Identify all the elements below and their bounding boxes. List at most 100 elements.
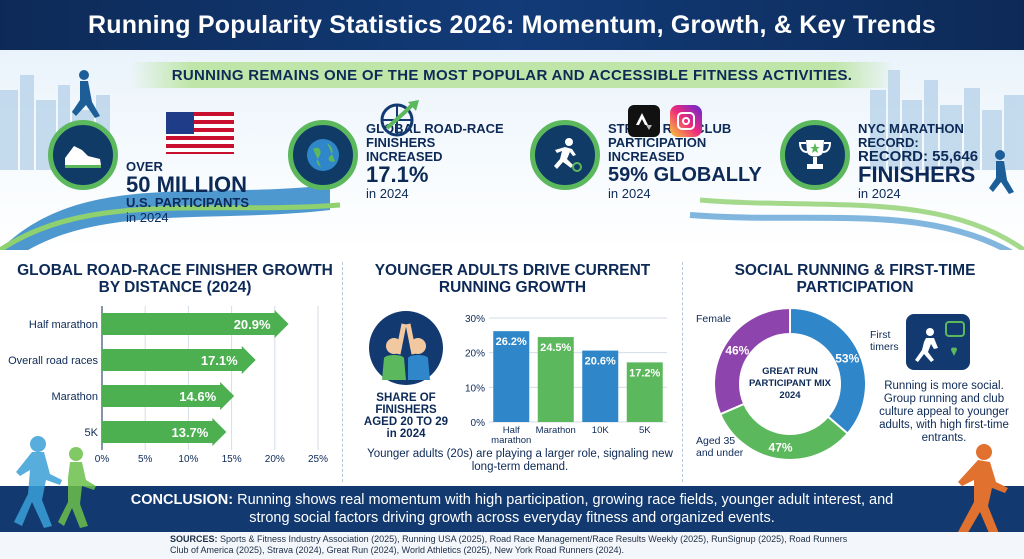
value-label: 20.6%	[585, 356, 616, 368]
runner-silhouette-right	[958, 444, 1008, 540]
stat-value: 50 MILLION	[126, 172, 248, 197]
stat-label: RECORD:	[858, 135, 919, 150]
x-tick-label: 10%	[178, 454, 198, 465]
y-tick-label: 0%	[471, 418, 486, 429]
us-flag-icon	[166, 112, 234, 154]
value-label: 13.7%	[171, 425, 208, 440]
y-tick-label: 10%	[465, 383, 485, 394]
slice-value-label: 53%	[835, 352, 859, 366]
stat-label: INCREASED	[366, 149, 443, 164]
stat-label: INCREASED	[608, 149, 685, 164]
value-label: 20.9%	[234, 317, 271, 332]
stat-label: GLOBAL ROAD-RACE	[366, 121, 504, 136]
slice-label-female: Female	[696, 313, 731, 325]
category-label: Marathon	[536, 425, 576, 436]
hero-section: RUNNING REMAINS ONE OF THE MOST POPULAR …	[0, 50, 1024, 250]
category-label: 5K	[85, 427, 99, 439]
stat-us-participants: OVER 50 MILLION U.S. PARTICIPANTS in 202…	[48, 112, 250, 225]
chart3-title: SOCIAL RUNNING & FIRST-TIME PARTICIPATIO…	[734, 262, 976, 296]
bar-overall-road-races	[102, 346, 256, 374]
category-label: Half marathon	[29, 319, 98, 331]
slice-label-aged-35: and under	[696, 447, 744, 459]
globe-growth-icon	[380, 100, 419, 137]
slice-value-label: 47%	[769, 440, 793, 454]
slice-value-label: 46%	[725, 343, 749, 357]
bar-5k	[626, 362, 663, 422]
chart1-title: GLOBAL ROAD-RACE FINISHER GROWTH BY DIST…	[17, 262, 333, 296]
slice-label-first-timers: First	[870, 329, 890, 341]
stat-value: 17.1%	[366, 162, 429, 187]
category-label: marathon	[491, 435, 531, 445]
bar-marathon	[102, 382, 235, 410]
trophy-icon	[780, 120, 850, 190]
slice-label-aged-35: Aged 35	[696, 435, 735, 447]
category-label: Overall road races	[8, 355, 98, 367]
stat-year: in 2024	[366, 186, 409, 201]
title-bar: Running Popularity Statistics 2026: Mome…	[0, 0, 1024, 50]
headline-banner: RUNNING REMAINS ONE OF THE MOST POPULAR …	[130, 62, 894, 88]
category-label: Marathon	[52, 391, 98, 403]
panel-divider	[342, 262, 343, 482]
value-label: 14.6%	[179, 389, 216, 404]
donut-center-label: PARTICIPANT MIX	[749, 378, 832, 389]
globe-icon	[288, 120, 358, 190]
sources-label: SOURCES:	[170, 534, 218, 544]
x-tick-label: 15%	[222, 454, 242, 465]
sources-footer: SOURCES: Sports & Fitness Industry Assoc…	[0, 532, 1024, 559]
stat-label: PARTICIPATION	[608, 135, 707, 150]
x-tick-label: 0%	[95, 454, 110, 465]
bar-marathon	[537, 337, 574, 422]
finisher-growth-chart: 0% 5% 10% 15% 20% 25% Half marathon 20.9% Overal…	[8, 306, 328, 465]
y-tick-label: 20%	[465, 349, 485, 360]
category-label: 5K	[639, 425, 651, 436]
donut-center-label: 2024	[779, 390, 801, 401]
chart2-title: YOUNGER ADULTS DRIVE CURRENT RUNNING GRO…	[374, 262, 651, 296]
stat-value: FINISHERS	[858, 162, 976, 187]
conclusion-label: CONCLUSION:	[130, 492, 234, 508]
x-tick-label: 20%	[265, 454, 285, 465]
stat-value: 59% GLOBALLY	[608, 164, 762, 186]
stat-label: FINISHERS	[366, 135, 436, 150]
runner-icon	[530, 120, 600, 190]
chart3-note: Running is more social. Group running an…	[879, 380, 1009, 444]
conclusion-bar: CONCLUSION: Running shows real momentum …	[0, 486, 1024, 532]
y-tick-label: 30%	[465, 314, 485, 325]
slice-female	[713, 306, 791, 416]
stat-year: in 2024	[858, 186, 901, 201]
instagram-logo-icon	[670, 105, 702, 137]
slice-label-first-timers: timers	[870, 341, 899, 353]
stat-nyc-marathon: NYC MARATHON RECORD: RECORD: 55,646 FINI…	[780, 120, 978, 201]
category-label: 10K	[592, 425, 610, 436]
value-label: 17.2%	[629, 367, 660, 379]
conclusion-text: Running shows real momentum with high pa…	[237, 492, 894, 526]
bar-half-marathon	[102, 310, 289, 338]
stat-label: OVER	[126, 159, 163, 174]
value-label: 26.2%	[496, 336, 527, 348]
club-runner-icon	[906, 314, 970, 370]
value-label: 24.5%	[540, 342, 571, 354]
stat-road-race-finishers: GLOBAL ROAD-RACE FINISHERS INCREASED 17.…	[288, 120, 504, 201]
chart2-caption: Younger adults (20s) are playing a large…	[367, 448, 673, 473]
stat-label: NYC MARATHON	[858, 121, 964, 136]
page-title: Running Popularity Statistics 2026: Mome…	[87, 10, 937, 39]
chart2-subtitle: SHARE OF FINISHERS AGED 20 TO 29 in 2024	[363, 392, 449, 440]
stat-year: in 2024	[608, 186, 651, 201]
value-label: 17.1%	[201, 353, 238, 368]
x-tick-label: 25%	[308, 454, 328, 465]
category-label: Half	[503, 425, 520, 436]
stat-label: U.S. PARTICIPANTS	[126, 195, 250, 210]
strava-logo-icon	[628, 105, 660, 137]
bar-half-marathon	[493, 331, 530, 422]
headline-text: RUNNING REMAINS ONE OF THE MOST POPULAR …	[171, 66, 853, 84]
x-tick-label: 5%	[138, 454, 153, 465]
high-five-icon	[369, 311, 443, 385]
panel-divider	[682, 262, 683, 482]
bar-5k	[102, 418, 227, 446]
donut-center-label: GREAT RUN	[762, 366, 818, 377]
sources-text: Sports & Fitness Industry Association (2…	[170, 534, 848, 555]
shoe-icon	[48, 120, 118, 190]
runner-silhouette-left	[14, 436, 96, 528]
bar-10k	[582, 350, 619, 422]
